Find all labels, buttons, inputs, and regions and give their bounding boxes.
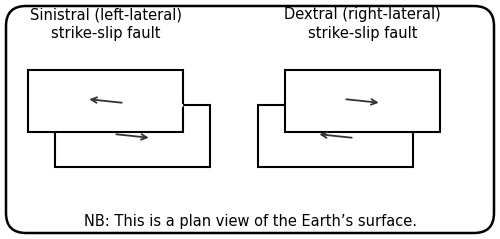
FancyBboxPatch shape [6,6,494,233]
Bar [55,105,210,167]
Bar [285,70,440,132]
Text: Dextral (right-lateral)
strike-slip fault: Dextral (right-lateral) strike-slip faul… [284,7,441,41]
Bar [286,104,412,106]
Bar [258,105,413,167]
Text: NB: This is a plan view of the Earth’s surface.: NB: This is a plan view of the Earth’s s… [84,214,416,229]
Bar [56,104,182,106]
Bar [28,70,183,132]
Text: Sinistral (left-lateral)
strike-slip fault: Sinistral (left-lateral) strike-slip fau… [30,7,182,41]
